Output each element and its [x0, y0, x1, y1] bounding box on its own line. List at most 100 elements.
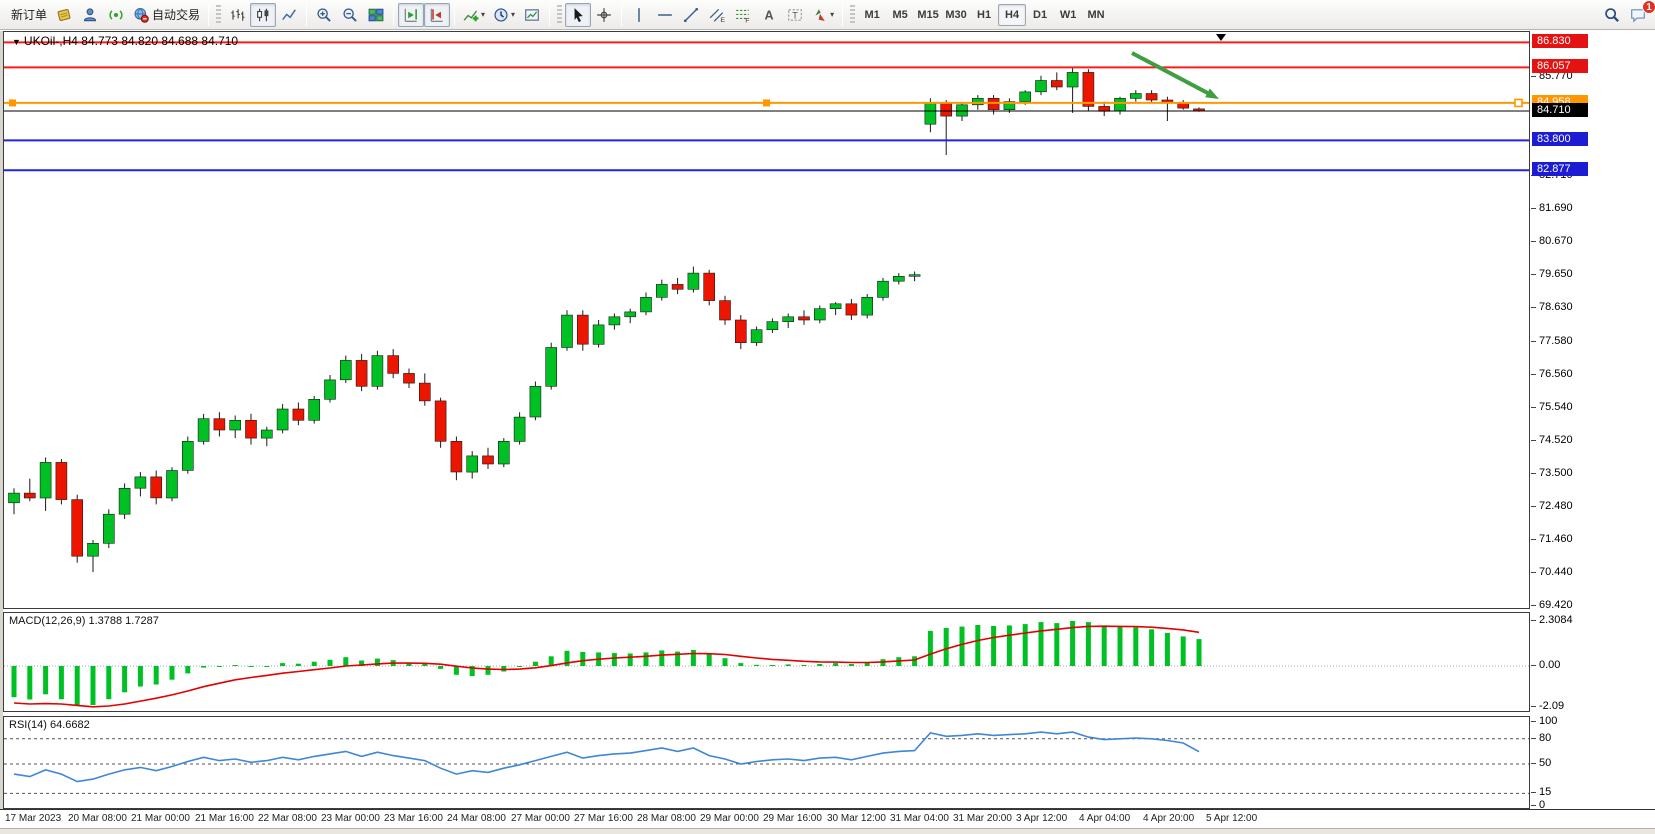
new-order-label: 新订单 — [11, 8, 48, 22]
time-axis-label: 23 Mar 00:00 — [321, 813, 380, 824]
time-axis-label: 21 Mar 16:00 — [195, 813, 254, 824]
arrows-button[interactable]: ▾ — [808, 3, 838, 27]
timeframe-W1[interactable]: W1 — [1054, 4, 1082, 26]
svg-text:T: T — [792, 10, 798, 20]
rsi-axis-label: 100 — [1531, 715, 1557, 727]
toolbar-grip — [850, 4, 856, 25]
trendline-button[interactable] — [678, 3, 704, 27]
price-level-badge: 84.710 — [1532, 103, 1588, 117]
price-tick-label: 75.540 — [1531, 401, 1573, 413]
price-tick-label: 79.650 — [1531, 268, 1573, 280]
templates-button[interactable] — [519, 3, 545, 27]
add-indicator-icon — [463, 7, 479, 23]
window-left-edge — [0, 31, 3, 828]
timeframe-M1[interactable]: M1 — [858, 4, 886, 26]
rsi-axis-label: 0 — [1531, 799, 1545, 811]
auto-scroll-icon — [403, 7, 419, 23]
signals-button[interactable] — [103, 3, 129, 27]
autotrading-button[interactable]: 自动交易 — [129, 3, 204, 27]
toolbar-separator — [842, 3, 844, 26]
macd-indicator-panel[interactable]: MACD(12,26,9) 1.3788 1.7287 — [3, 612, 1530, 712]
text-label-button[interactable]: T — [782, 3, 808, 27]
price-tick-label: 77.580 — [1531, 335, 1573, 347]
rsi-axis-label: 80 — [1531, 732, 1551, 744]
timeframe-MN[interactable]: MN — [1082, 4, 1110, 26]
text-a-icon: A — [761, 7, 777, 23]
search-icon — [1604, 7, 1620, 23]
equidistant-channel-icon: E — [709, 7, 725, 23]
profiles-button[interactable] — [77, 3, 103, 27]
signal-icon — [108, 7, 124, 23]
price-tick-label: 72.480 — [1531, 500, 1573, 512]
timeframe-M30[interactable]: M30 — [942, 4, 970, 26]
fibonacci-button[interactable]: F — [730, 3, 756, 27]
price-level-badge[interactable]: 82.877 — [1532, 162, 1588, 176]
line-chart-button[interactable] — [276, 3, 302, 27]
time-axis-label: 5 Apr 12:00 — [1206, 813, 1258, 824]
price-chart-panel[interactable]: ▼ UKOil-,H4 84.773 84.820 84.688 84.710 — [3, 31, 1530, 609]
cursor-pointer-icon — [570, 7, 586, 23]
time-axis-label: 27 Mar 00:00 — [511, 813, 570, 824]
clock-icon — [493, 7, 509, 23]
rsi-indicator-panel[interactable]: RSI(14) 64.6682 — [3, 716, 1530, 809]
indicators-button[interactable]: ▾ — [459, 3, 489, 27]
timeframe-M15[interactable]: M15 — [914, 4, 942, 26]
zoom-out-icon — [342, 7, 358, 23]
arrow-objects-icon — [812, 7, 828, 23]
price-tick-label: 85.770 — [1531, 70, 1573, 82]
chart-shift-button[interactable] — [424, 2, 451, 27]
horizontal-line-button[interactable] — [652, 3, 678, 27]
chat-button[interactable]: 1 — [1625, 0, 1655, 27]
macd-axis-label: 0.00 — [1531, 659, 1560, 671]
time-axis[interactable]: 17 Mar 2023 20 Mar 08:00 21 Mar 00:00 21 Ma… — [0, 809, 1655, 828]
auto-scroll-button[interactable] — [398, 2, 425, 27]
price-tick-label: 73.500 — [1531, 467, 1573, 479]
toolbar-separator — [549, 3, 551, 26]
timeframe-D1[interactable]: D1 — [1026, 4, 1054, 26]
zoom-in-icon — [316, 7, 332, 23]
chat-notification-badge: 1 — [1642, 0, 1655, 14]
rsi-axis-label: 50 — [1531, 757, 1551, 769]
symbol-dropdown-icon[interactable]: ▼ — [12, 37, 21, 47]
zoom-in-button[interactable] — [311, 3, 337, 27]
time-axis-label: 28 Mar 08:00 — [637, 813, 696, 824]
zoom-out-button[interactable] — [337, 3, 363, 27]
price-level-badge[interactable]: 86.830 — [1532, 34, 1588, 48]
time-axis-label: 4 Apr 20:00 — [1143, 813, 1195, 824]
chart-title: ▼ UKOil-,H4 84.773 84.820 84.688 84.710 — [12, 34, 238, 48]
toolbar-grip — [216, 4, 222, 25]
cursor-button[interactable] — [565, 2, 592, 27]
text-button[interactable]: A — [756, 3, 782, 27]
macd-axis-label: -2.09 — [1531, 700, 1564, 712]
candlestick-chart-button[interactable] — [250, 2, 277, 27]
time-axis-label: 23 Mar 16:00 — [384, 813, 443, 824]
equidistant-channel-button[interactable]: E — [704, 3, 730, 27]
periods-button[interactable]: ▾ — [489, 3, 519, 27]
crosshair-button[interactable] — [591, 3, 617, 27]
price-tick-label: 70.440 — [1531, 566, 1573, 578]
crosshair-icon — [596, 7, 612, 23]
autotrading-label: 自动交易 — [152, 8, 201, 22]
tile-windows-icon — [368, 7, 384, 23]
timeframe-M5[interactable]: M5 — [886, 4, 914, 26]
bar-chart-button[interactable] — [224, 3, 250, 27]
price-level-badge[interactable]: 86.057 — [1532, 59, 1588, 73]
svg-text:A: A — [765, 8, 774, 22]
timeframe-H1[interactable]: H1 — [970, 4, 998, 26]
price-tick-label: 69.420 — [1531, 599, 1573, 611]
chart-shift-icon — [429, 7, 445, 23]
new-order-button[interactable]: 新订单 — [4, 3, 51, 27]
vertical-line-button[interactable] — [626, 3, 652, 27]
time-axis-label: 17 Mar 2023 — [5, 813, 62, 824]
toolbar-grip — [557, 4, 563, 25]
search-button[interactable] — [1599, 3, 1625, 27]
timeframe-H4[interactable]: H4 — [998, 3, 1027, 26]
time-axis-label: 31 Mar 20:00 — [953, 813, 1012, 824]
trendline-icon — [683, 7, 699, 23]
price-level-badge[interactable]: 83.800 — [1532, 132, 1588, 146]
chart-symbol-period: UKOil-,H4 — [23, 34, 78, 48]
new-chart-button[interactable] — [51, 3, 77, 27]
time-axis-label: 27 Mar 16:00 — [574, 813, 633, 824]
tile-windows-button[interactable] — [363, 3, 389, 27]
